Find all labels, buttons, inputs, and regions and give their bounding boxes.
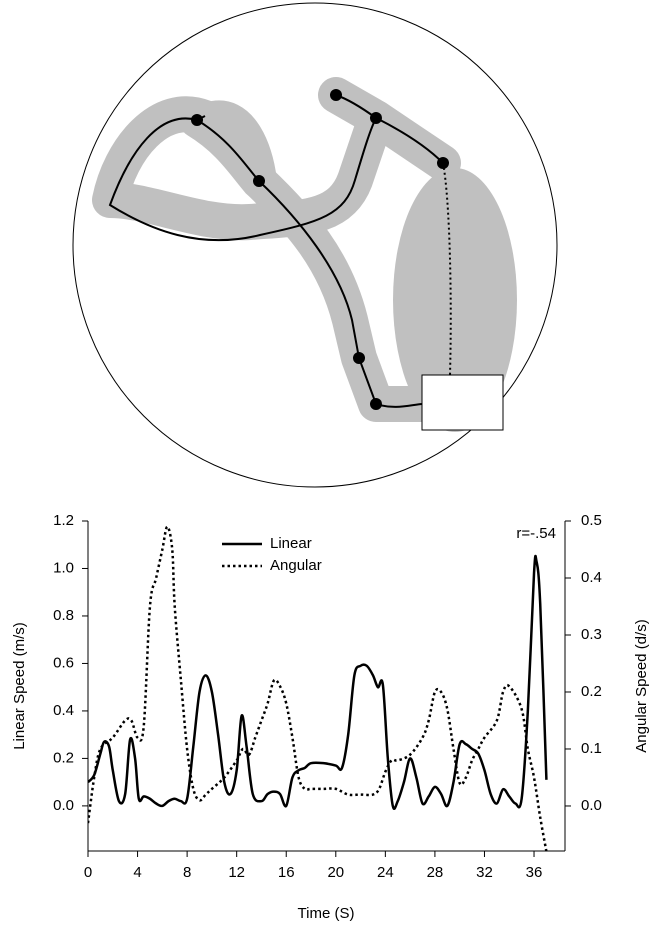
x-tick-label: 28: [427, 864, 444, 881]
arena-diagram: [72, 2, 558, 488]
goal-box: [421, 374, 504, 431]
legend-label: Linear: [270, 535, 312, 552]
annotation: r=-.54: [516, 525, 556, 542]
speed-chart: Linear Speed (m/s) Angular Speed (d/s) T…: [11, 525, 650, 922]
x-tick-label: 32: [476, 864, 493, 881]
y-axis-title: Linear Speed (m/s): [11, 622, 28, 750]
x-tick-label: 36: [526, 864, 543, 881]
x-tick-label: 20: [327, 864, 344, 881]
series-line: [88, 525, 548, 851]
series-line: [88, 554, 548, 810]
legend-label: Angular: [270, 557, 322, 574]
y-tick-label: 0.2: [53, 749, 74, 766]
x-axis-title: Time (S): [298, 905, 355, 922]
x-tick-label: 16: [278, 864, 295, 881]
x-tick-label: 8: [183, 864, 191, 881]
waypoints: [191, 89, 449, 410]
y-tick-label: 1.2: [53, 512, 74, 529]
y2-tick-label: 0.3: [581, 626, 602, 643]
x-tick-label: 0: [84, 864, 92, 881]
y-tick-label: 0.8: [53, 607, 74, 624]
x-tick-label: 4: [133, 864, 141, 881]
y2-tick-label: 0.1: [581, 740, 602, 757]
y-tick-label: 0.4: [53, 702, 74, 719]
x-tick-label: 24: [377, 864, 394, 881]
x-tick-label: 12: [228, 864, 245, 881]
y-tick-label: 0.0: [53, 797, 74, 814]
y2-tick-label: 0.0: [581, 797, 602, 814]
y2-axis-title: Angular Speed (d/s): [633, 619, 650, 752]
search-zone: [393, 168, 517, 432]
y2-tick-label: 0.2: [581, 683, 602, 700]
y-tick-label: 0.6: [53, 654, 74, 671]
y2-tick-label: 0.4: [581, 569, 602, 586]
y-tick-label: 1.0: [53, 559, 74, 576]
y2-tick-label: 0.5: [581, 512, 602, 529]
